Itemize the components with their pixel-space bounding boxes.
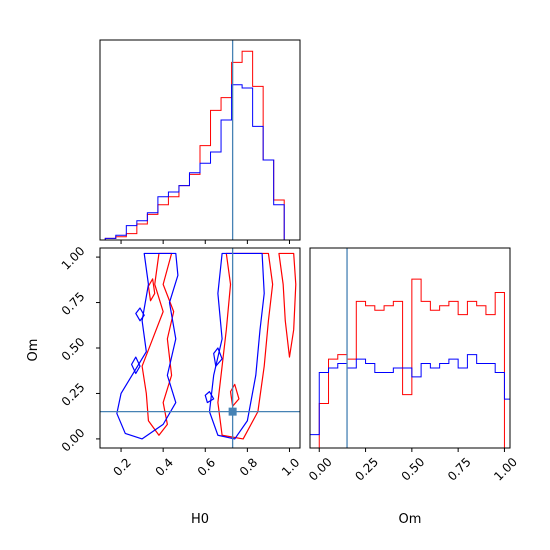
x-tick-label: 0.50: [399, 455, 428, 484]
x-axis-label-Om: Om: [399, 512, 422, 527]
contour-blue-5: [213, 347, 223, 367]
contour-panel-H0-Om: 0.2 0.4 0.6 0.8 1.0 0.00 0.25 0.50 0.75 1.00: [59, 244, 303, 479]
x-tick-label: 0.00: [306, 455, 335, 484]
x-tick-label: 0.4: [153, 455, 176, 478]
y-tick-label: 0.75: [59, 289, 88, 318]
histogram-series-red: [100, 50, 290, 241]
histogram-lines: [310, 278, 510, 448]
contour-red-3: [278, 252, 297, 358]
contour-red-4: [229, 383, 240, 407]
histogram-series-blue: [100, 84, 290, 241]
contour-blue-1: [135, 307, 145, 322]
y-tick-label: 0.25: [59, 380, 88, 409]
histogram-series-blue: [310, 354, 510, 448]
x-tick-label: 1.00: [491, 455, 520, 484]
truth-marker: [228, 407, 237, 416]
y-tick-label: 0.00: [59, 426, 88, 455]
x-tick-label: 0.6: [195, 455, 218, 478]
y-tick-label: 1.00: [59, 244, 88, 273]
contour-red-2: [217, 252, 274, 440]
histogram-panel-Om: 0.00 0.25 0.50 0.75 1.00: [306, 247, 520, 484]
x-tick-label: 0.2: [111, 455, 134, 478]
x-tick-label: 1.0: [279, 455, 302, 478]
x-axis-label-H0: H0: [191, 512, 209, 527]
y-tick-label: 0.50: [59, 335, 88, 364]
contour-lines: [116, 252, 297, 440]
histogram-panel-H0: [99, 39, 301, 244]
contour-red-1: [147, 278, 156, 302]
y-axis-label-Om: Om: [26, 339, 41, 362]
x-tick-label: 0.25: [352, 455, 381, 484]
x-tick-label: 0.75: [445, 455, 474, 484]
contour-blue-3: [208, 252, 265, 440]
contour-red-0: [141, 252, 175, 436]
contour-blue-0: [116, 252, 179, 440]
x-tick-label: 0.8: [237, 455, 260, 478]
contour-blue-2: [130, 356, 141, 375]
contour-blue-4: [204, 391, 215, 404]
axes-frame: [99, 39, 301, 241]
axes-frame: [99, 247, 301, 449]
axes-frame: [309, 247, 511, 449]
